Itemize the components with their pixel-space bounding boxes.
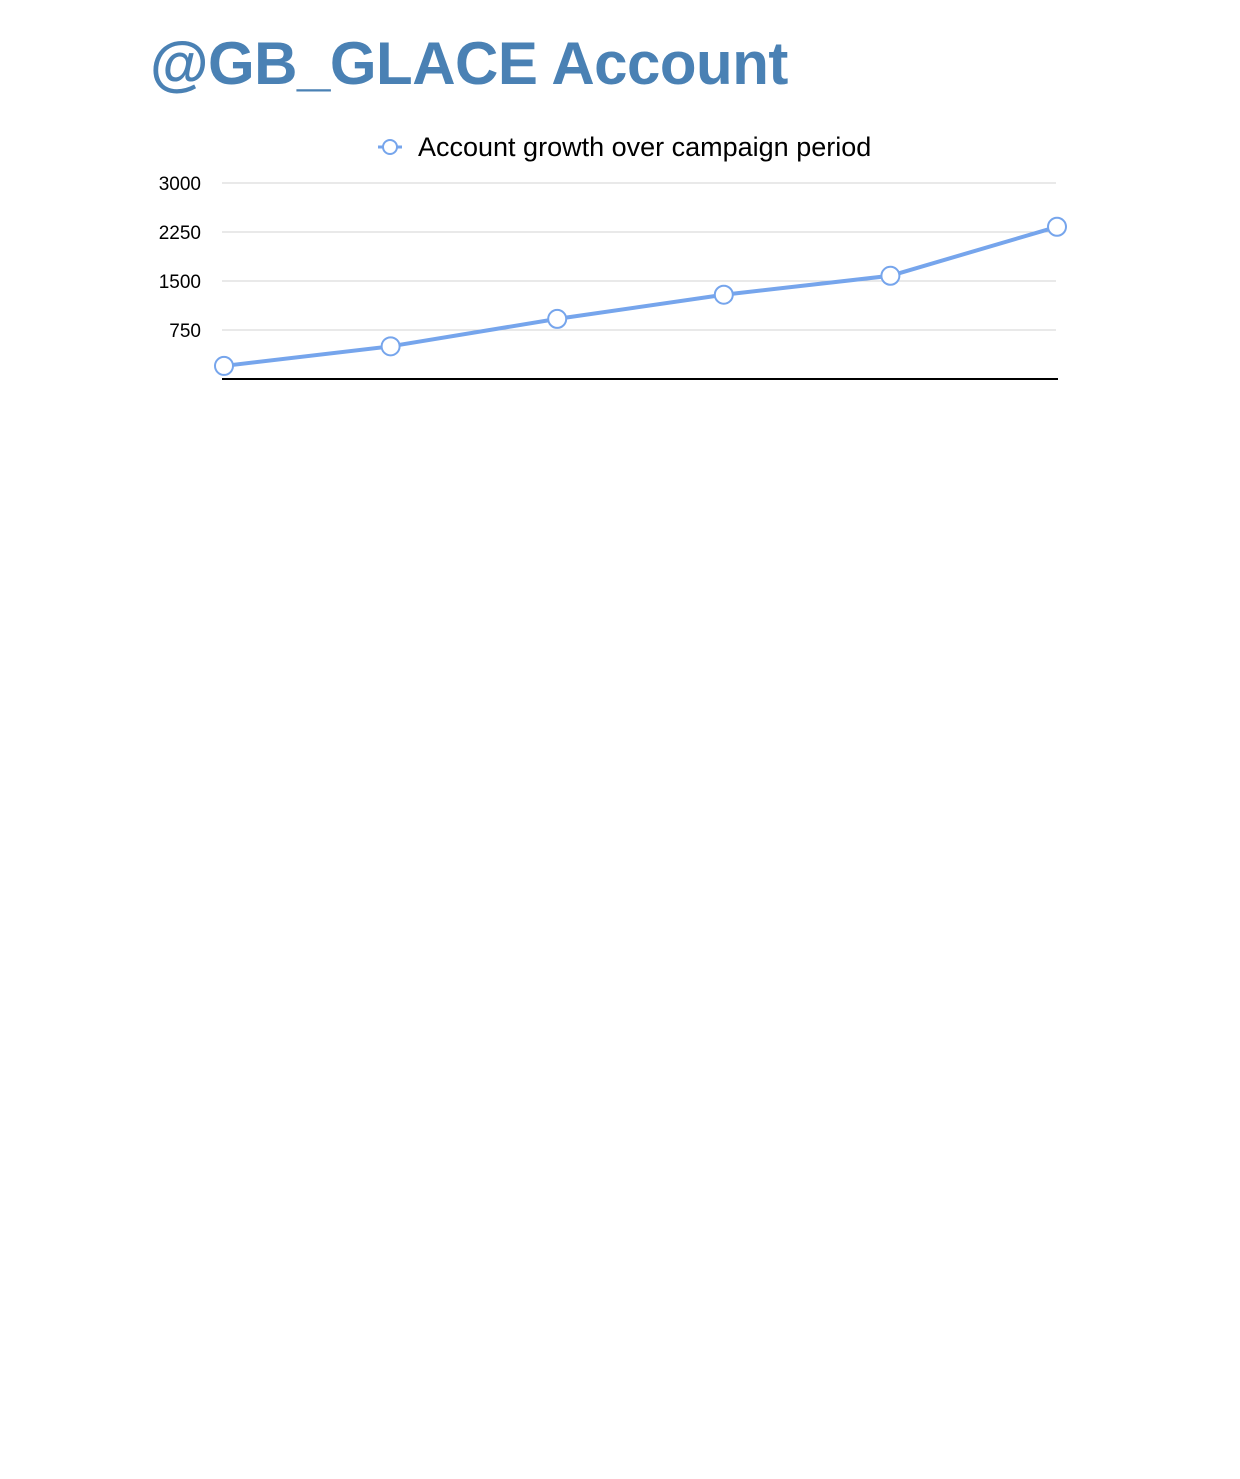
data-point [880,265,901,286]
legend-label: Account growth over campaign period [418,132,871,162]
gridlines [222,182,1056,331]
y-tick-label: 2250 [159,223,201,244]
data-point [214,355,234,376]
page-title: @GB_GLACE Account [150,30,788,97]
data-point [380,336,401,357]
data-point [713,284,734,305]
chart-legend: Account growth over campaign period [378,132,871,162]
data-point [547,308,568,329]
series-line [222,224,1059,368]
y-tick-label: 1500 [159,272,201,293]
y-tick-label: 750 [169,321,201,342]
y-tick-label: 3000 [159,174,201,195]
line-chart: Account growth over campaign period 750 1… [159,132,1067,380]
legend-circle-icon [382,139,398,155]
series-layer [214,216,1067,376]
y-axis-ticks: 750 1500 2250 3000 [159,174,201,342]
data-point [1047,216,1067,237]
